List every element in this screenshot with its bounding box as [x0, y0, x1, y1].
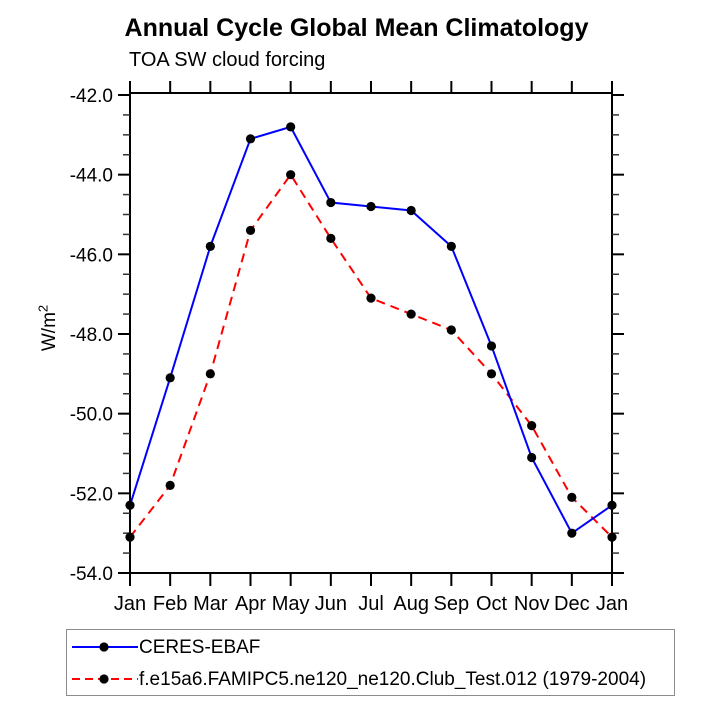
- x-tick-label: Aug: [393, 593, 429, 615]
- plot-frame: [129, 92, 613, 574]
- data-point-marker: [165, 480, 175, 490]
- data-point-marker: [366, 293, 376, 303]
- x-tick-label: Jan: [114, 593, 146, 615]
- data-point-marker: [366, 201, 376, 212]
- data-point-marker: [446, 325, 456, 335]
- data-point-marker: [527, 421, 537, 431]
- x-tick-label: Feb: [153, 593, 187, 615]
- x-tick-label: Jan: [596, 593, 628, 615]
- series-line-0: [129, 125, 613, 535]
- legend-item: f.e15a6.FAMIPC5.ne120_ne120.Club_Test.01…: [71, 663, 674, 695]
- y-tick-label: -54.0: [70, 564, 113, 585]
- data-point-marker: [286, 122, 296, 132]
- chart-subtitle: TOA SW cloud forcing: [129, 49, 326, 71]
- x-tick-label: Dec: [554, 593, 590, 615]
- chart-title: Annual Cycle Global Mean Climatology: [124, 14, 589, 42]
- x-tick-label: Sep: [434, 593, 470, 615]
- data-point-marker: [567, 528, 577, 538]
- x-tick-label: Jul: [358, 593, 384, 615]
- x-tick-label: Oct: [476, 593, 508, 615]
- y-tick-label: -46.0: [70, 245, 113, 266]
- x-tick-label: Nov: [514, 593, 550, 615]
- y-tick-label: -48.0: [70, 325, 113, 346]
- x-tick-label: Mar: [193, 593, 228, 615]
- legend-item-label: f.e15a6.FAMIPC5.ne120_ne120.Club_Test.01…: [139, 668, 647, 690]
- legend: CERES-EBAF f.e15a6.FAMIPC5.ne120_ne120.C…: [66, 629, 675, 696]
- y-tick-label: -42.0: [70, 86, 113, 107]
- x-tick-label: Jun: [315, 593, 347, 615]
- data-point-marker: [286, 170, 296, 180]
- legend-marker-icon: [99, 642, 109, 652]
- y-tick-label: -44.0: [70, 166, 113, 187]
- x-tick-label: May: [272, 593, 310, 615]
- data-point-marker: [486, 341, 497, 351]
- y-tick-label: -50.0: [70, 405, 113, 426]
- x-tick-label: Apr: [235, 593, 266, 615]
- data-point-marker: [125, 500, 135, 510]
- data-point-marker: [165, 373, 175, 383]
- data-point-marker: [567, 492, 577, 502]
- data-point-marker: [406, 205, 416, 216]
- data-point-marker: [607, 532, 617, 542]
- data-point-marker: [245, 134, 256, 144]
- legend-item-label: CERES-EBAF: [139, 636, 261, 658]
- data-point-marker: [527, 452, 537, 463]
- data-point-marker: [486, 369, 497, 379]
- data-point-marker: [205, 369, 215, 379]
- legend-marker-icon: [99, 674, 109, 684]
- series-line-1: [129, 172, 613, 538]
- legend-sample-solid: [72, 642, 138, 652]
- data-point-marker: [326, 197, 336, 208]
- data-point-marker: [125, 532, 135, 542]
- data-point-marker: [205, 241, 215, 251]
- legend-sample-dashed: [72, 674, 138, 684]
- data-point-marker: [607, 500, 617, 510]
- data-point-marker: [326, 233, 336, 243]
- y-tick-label: -52.0: [70, 484, 113, 505]
- data-point-marker: [446, 241, 456, 251]
- data-point-marker: [245, 225, 256, 236]
- data-point-marker: [406, 309, 416, 319]
- legend-item: CERES-EBAF: [71, 631, 674, 663]
